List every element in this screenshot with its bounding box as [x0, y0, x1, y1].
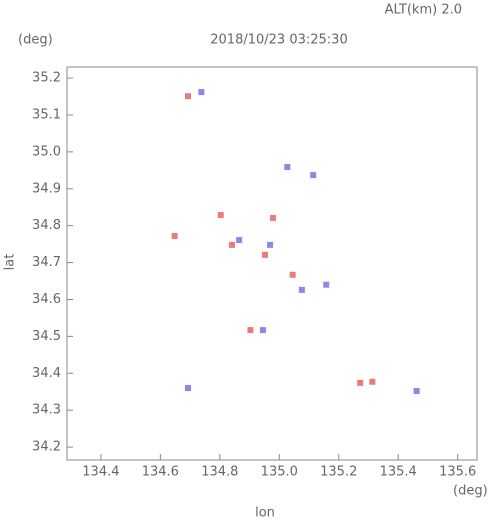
y-tick-label: 34.6 [32, 292, 61, 307]
x-tick-label: 134.8 [201, 465, 238, 480]
echo-cell [262, 251, 269, 258]
echo-cell [247, 327, 254, 334]
x-axis-label: lon [255, 506, 275, 521]
echo-cell [357, 379, 364, 386]
y-tick-label: 34.8 [32, 218, 61, 233]
altitude-label: ALT(km) 2.0 [385, 3, 462, 18]
echo-cell [236, 237, 243, 244]
echo-cell [413, 387, 420, 394]
echo-cell [229, 241, 236, 248]
echo-cell [185, 385, 192, 392]
echo-cell [298, 286, 305, 293]
y-tick-label: 34.2 [32, 440, 61, 455]
x-unit: (deg) [453, 484, 488, 499]
x-tick-label: 135.2 [320, 465, 357, 480]
echo-cell [217, 211, 224, 218]
echo-cell [310, 172, 317, 179]
echo-cell [185, 93, 192, 100]
chart-title: 2018/10/23 03:25:30 [210, 33, 347, 48]
y-tick-label: 34.7 [32, 255, 61, 270]
x-tick-label: 135.4 [380, 465, 417, 480]
x-tick-label: 135.6 [439, 465, 476, 480]
echo-cell [289, 271, 296, 278]
plot-frame [66, 66, 478, 461]
x-tick-label: 135.0 [261, 465, 298, 480]
x-tick-label: 134.4 [82, 465, 119, 480]
y-tick-label: 34.3 [32, 403, 61, 418]
y-unit: (deg) [18, 33, 53, 48]
echo-cell [198, 89, 205, 96]
echo-cell [369, 378, 376, 385]
echo-cell [284, 164, 291, 171]
y-tick-label: 35.1 [32, 107, 61, 122]
y-axis-label: lat [3, 254, 18, 271]
echo-cell [259, 327, 266, 334]
echo-cell [270, 214, 277, 221]
x-tick-label: 134.6 [142, 465, 179, 480]
y-tick-label: 35.0 [32, 144, 61, 159]
y-tick-label: 34.9 [32, 181, 61, 196]
echo-cell [171, 233, 178, 240]
y-tick-label: 34.4 [32, 366, 61, 381]
echo-cell [323, 281, 330, 288]
y-tick-label: 34.5 [32, 329, 61, 344]
echo-cell [267, 241, 274, 248]
y-tick-label: 35.2 [32, 71, 61, 86]
